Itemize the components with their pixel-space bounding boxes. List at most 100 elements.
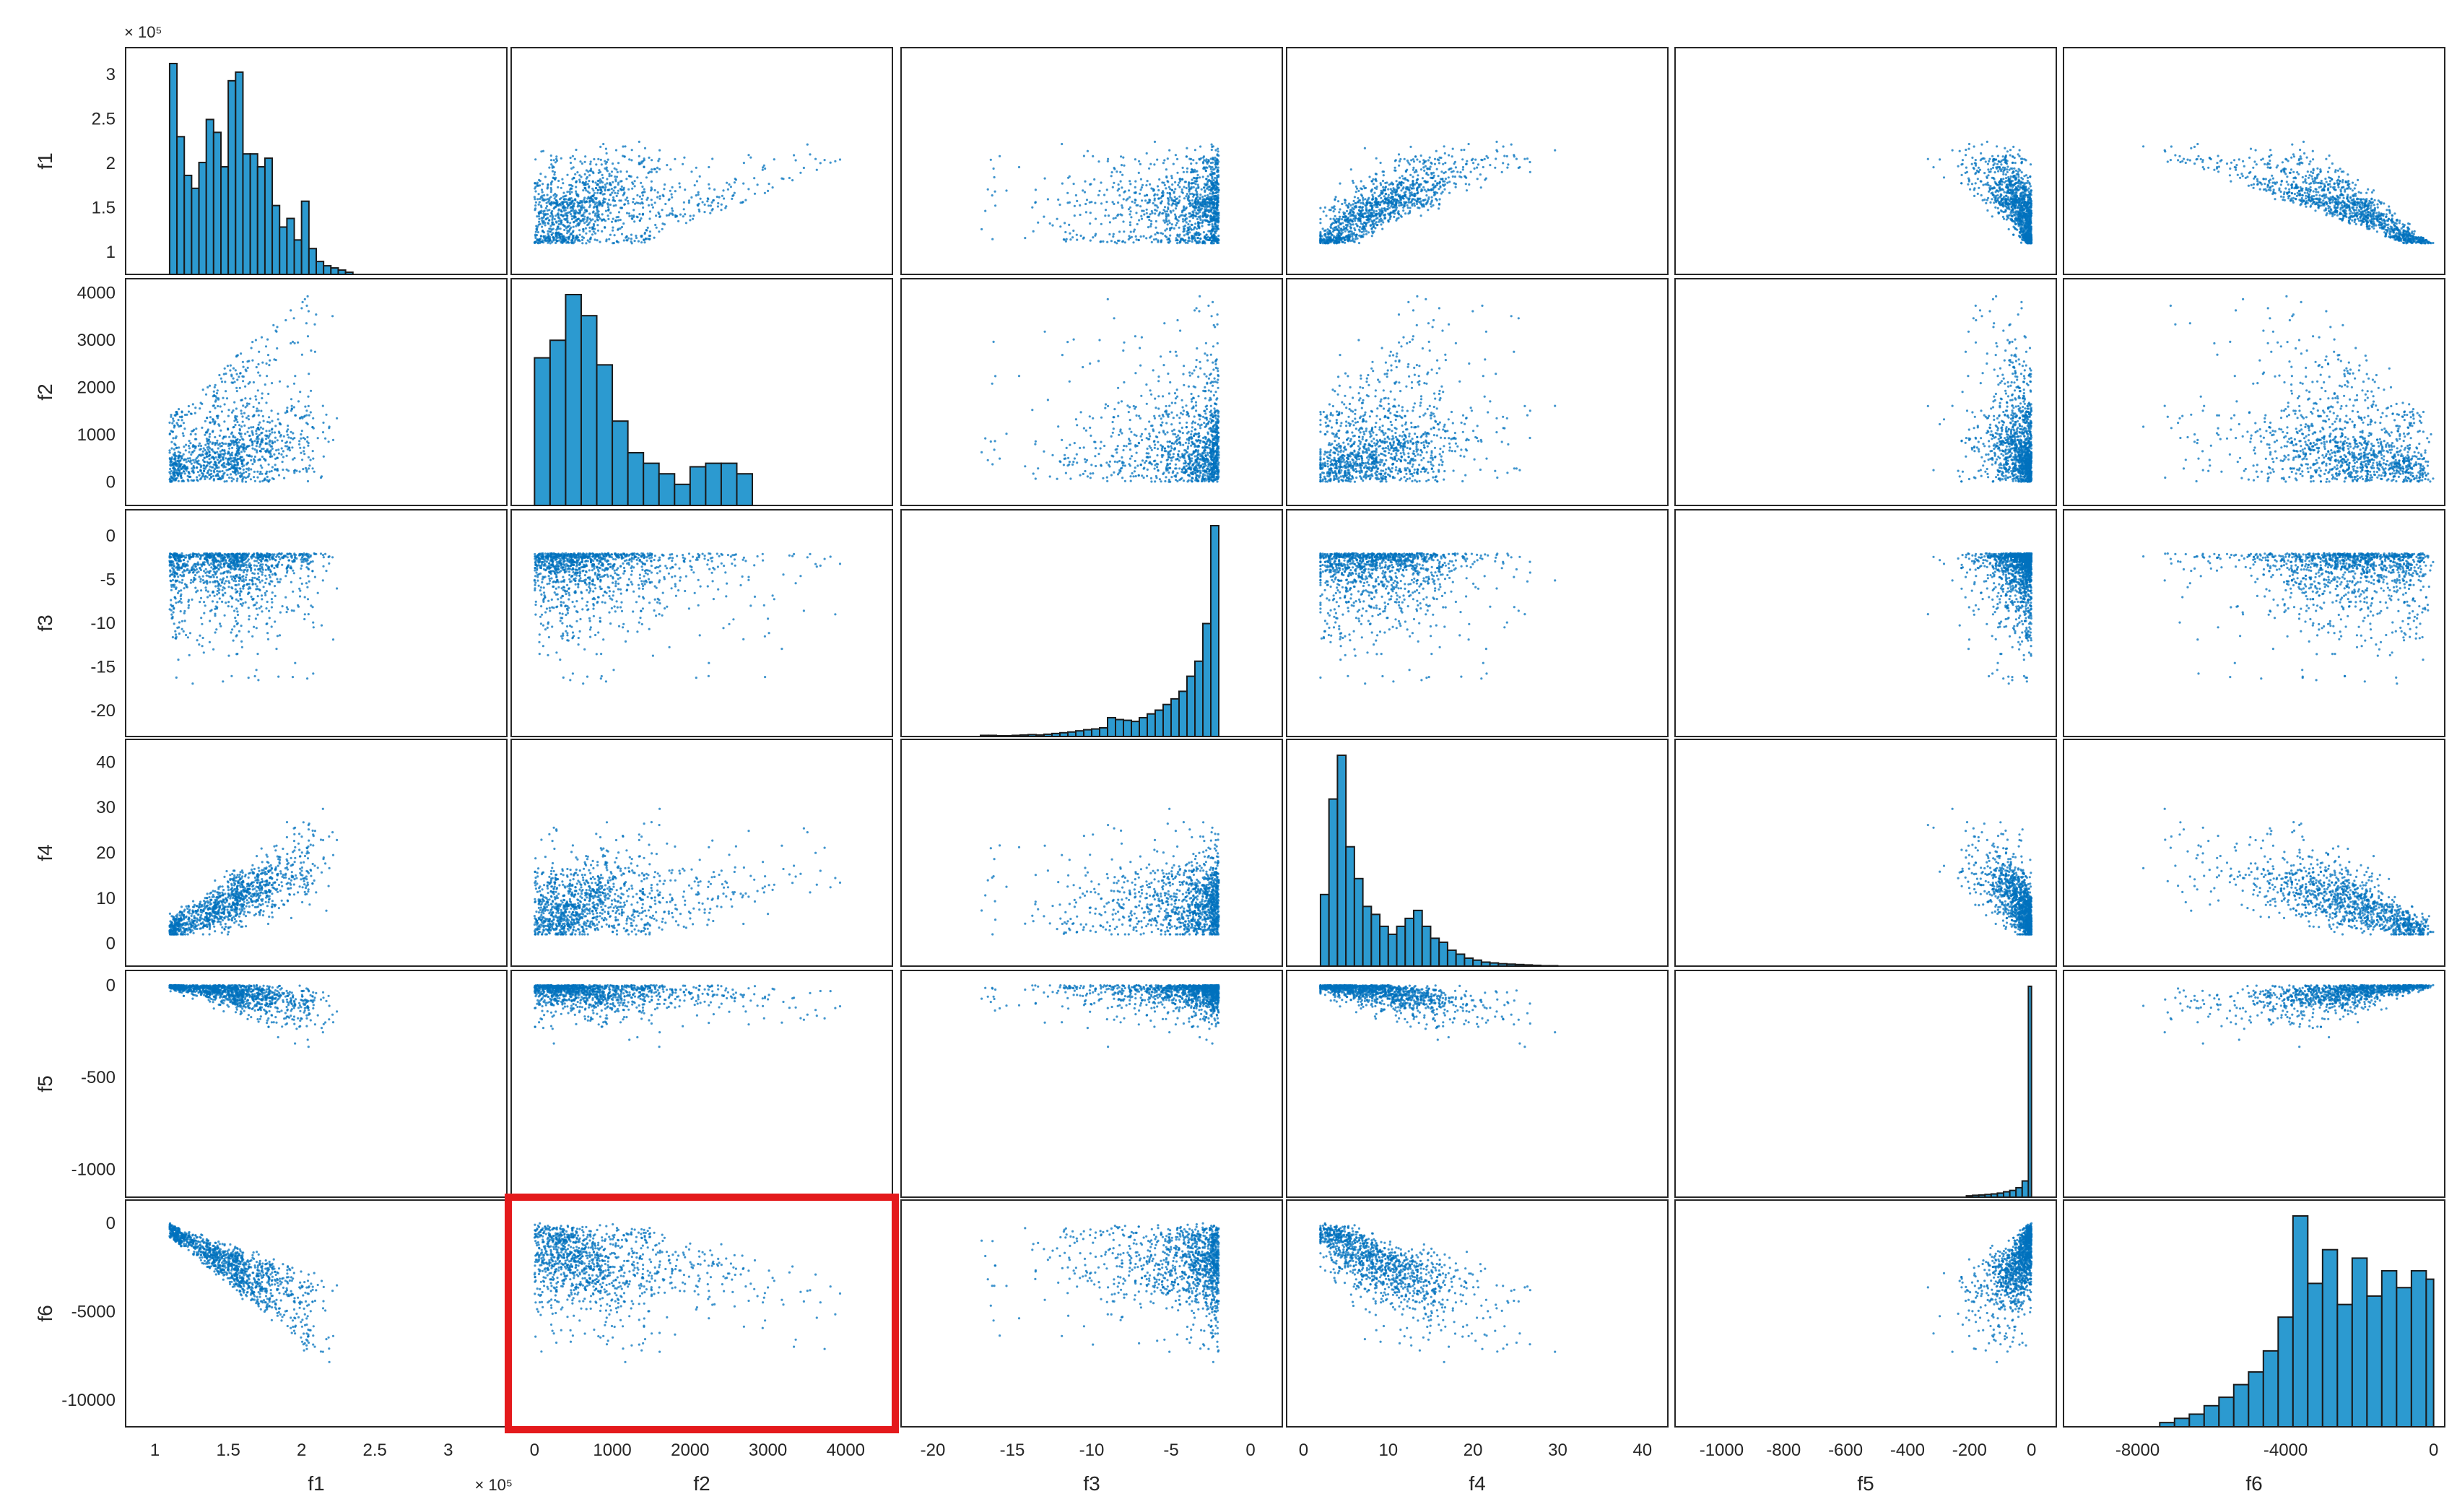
scatter-point	[662, 194, 664, 196]
scatter-point	[534, 204, 536, 207]
scatter-point	[574, 173, 576, 175]
histogram-bar	[302, 201, 309, 274]
scatter-point	[611, 221, 613, 223]
scatter-point	[621, 233, 623, 235]
scatter-point	[612, 218, 614, 220]
scatter-point	[599, 171, 601, 173]
scatter-point	[788, 177, 791, 179]
scatter-point	[585, 233, 587, 235]
scatter-point	[617, 190, 619, 192]
scatter-point	[695, 167, 697, 169]
scatter-point	[658, 168, 661, 170]
scatter-point	[611, 188, 613, 190]
scatter-point	[617, 192, 619, 194]
scatter-point	[601, 213, 604, 215]
scatter-point	[711, 201, 713, 204]
scatter-point	[619, 181, 622, 183]
scatter-point	[596, 212, 599, 214]
scatter-point	[591, 218, 593, 220]
histogram-bar	[191, 188, 199, 274]
scatter-point	[648, 157, 650, 159]
scatter-point	[695, 194, 697, 196]
scatter-point	[814, 158, 817, 160]
scatter-point	[534, 237, 536, 239]
scatter-point	[730, 186, 732, 188]
scatter-point	[601, 220, 603, 222]
scatter-point	[588, 180, 590, 182]
scatter-point	[569, 222, 571, 224]
scatter-point	[608, 238, 610, 240]
scatter-point	[764, 192, 766, 194]
scatter-point	[580, 220, 582, 222]
scatter-point	[651, 159, 653, 161]
scatter-point	[594, 220, 596, 222]
scatter-point	[628, 158, 630, 160]
panel-f1-vs-f1	[126, 48, 507, 274]
scatter-point	[575, 149, 577, 151]
scatter-point	[538, 204, 540, 206]
scatter-point	[562, 215, 564, 217]
scatter-point	[612, 189, 614, 191]
scatter-point	[626, 196, 628, 199]
scatter-point	[608, 175, 610, 177]
scatter-point	[588, 227, 591, 229]
scatter-point	[553, 173, 555, 175]
scatter-point	[767, 190, 769, 192]
scatter-point	[605, 210, 607, 212]
scatter-point	[534, 207, 536, 209]
scatter-point	[565, 209, 567, 212]
scatter-point	[588, 174, 591, 176]
scatter-point	[535, 231, 537, 233]
scatter-point	[570, 191, 573, 194]
scatter-point	[589, 218, 591, 220]
scatter-point	[549, 230, 551, 233]
scatter-point	[563, 229, 565, 231]
scatter-point	[632, 201, 634, 203]
scatter-point	[607, 218, 609, 220]
scatter-point	[645, 229, 648, 231]
scatter-point	[708, 166, 710, 168]
scatter-point	[550, 163, 552, 165]
scatter-point	[566, 217, 568, 220]
scatter-point	[542, 191, 544, 194]
scatter-point	[627, 238, 630, 240]
scatter-point	[722, 189, 724, 191]
histogram-bar	[184, 175, 191, 274]
scatter-point	[602, 177, 604, 179]
scatter-point	[594, 181, 596, 183]
scatter-point	[566, 191, 568, 193]
scatter-point	[834, 160, 836, 162]
scatter-point	[584, 155, 586, 157]
scatter-point	[588, 230, 591, 233]
scatter-point	[716, 196, 718, 198]
histogram-bar	[279, 227, 287, 274]
scatter-point	[588, 196, 590, 198]
scatter-point	[597, 158, 599, 160]
scatter-point	[607, 206, 609, 208]
scatter-point	[727, 188, 729, 191]
scatter-point	[534, 235, 536, 237]
scatter-point	[612, 196, 614, 199]
scatter-point	[721, 204, 723, 206]
scatter-point	[762, 166, 764, 168]
scatter-point	[694, 184, 696, 186]
scatter-point	[643, 188, 645, 191]
scatter-point	[578, 174, 580, 176]
scatter-point	[653, 237, 656, 239]
scatter-point	[605, 148, 607, 150]
scatter-point	[577, 212, 579, 214]
scatter-point	[656, 171, 658, 173]
scatter-point	[612, 230, 614, 232]
scatter-point	[638, 213, 640, 215]
scatter-point	[570, 188, 573, 190]
scatter-point	[576, 171, 578, 173]
scatter-point	[658, 198, 661, 200]
scatter-point	[651, 204, 653, 206]
scatter-point	[538, 224, 540, 226]
scatter-point	[721, 195, 723, 197]
scatter-point	[598, 216, 600, 218]
scatter-point	[535, 201, 537, 204]
scatter-point	[674, 158, 676, 160]
scatter-point	[639, 196, 641, 198]
